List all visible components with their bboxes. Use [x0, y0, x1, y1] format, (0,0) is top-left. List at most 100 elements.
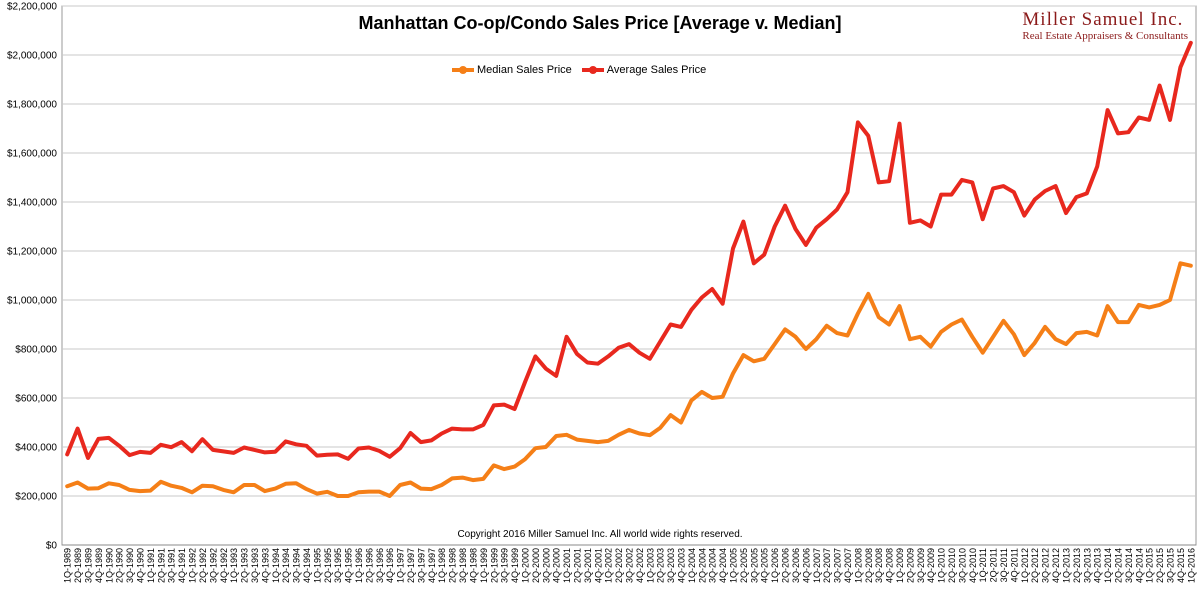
x-tick-label: 4Q-2013 [1093, 548, 1103, 583]
x-tick-label: 1Q-1992 [188, 548, 198, 583]
x-tick-label: 2Q-1993 [240, 548, 250, 583]
x-tick-label: 4Q-2004 [718, 548, 728, 583]
x-tick-label: 1Q-2015 [1145, 548, 1155, 583]
plot-frame [61, 5, 1197, 546]
x-tick-label: 1Q-1996 [354, 548, 364, 583]
x-tick-label: 3Q-1991 [167, 548, 177, 583]
x-tick-label: 4Q-1999 [510, 548, 520, 583]
y-tick-label: $200,000 [15, 492, 57, 503]
x-tick-label: 4Q-1998 [468, 548, 478, 583]
x-tick-label: 3Q-1994 [292, 548, 302, 583]
x-tick-label: 2Q-2004 [697, 548, 707, 583]
x-tick-label: 1Q-1997 [396, 548, 406, 583]
x-tick-label: 4Q-2002 [635, 548, 645, 583]
chart-title: Manhattan Co-op/Condo Sales Price [Avera… [358, 13, 842, 33]
x-tick-label: 4Q-1990 [136, 548, 146, 583]
x-tick-label: 3Q-2006 [791, 548, 801, 583]
x-tick-label: 1Q-1998 [437, 548, 447, 583]
x-tick-label: 2Q-2000 [531, 548, 541, 583]
x-tick-label: 1Q-1991 [146, 548, 156, 583]
x-tick-label: 2Q-2015 [1155, 548, 1165, 583]
x-tick-label: 4Q-1994 [302, 548, 312, 583]
y-tick-label: $0 [46, 541, 58, 552]
y-tick-label: $1,000,000 [7, 296, 57, 307]
y-axis-tick-labels: $0 $200,000 $400,000 $600,000 $800,000 $1,000… [7, 2, 57, 552]
x-tick-label: 2Q-2014 [1113, 548, 1123, 583]
y-tick-label: $1,200,000 [7, 247, 57, 258]
x-tick-label: 3Q-2009 [916, 548, 926, 583]
x-tick-label: 4Q-2010 [968, 548, 978, 583]
x-tick-label: 4Q-1995 [344, 548, 354, 583]
x-tick-label: 1Q-2000 [520, 548, 530, 583]
x-tick-label: 1Q-2005 [729, 548, 739, 583]
x-tick-label: 3Q-1990 [125, 548, 135, 583]
x-tick-label: 2Q-2007 [822, 548, 832, 583]
x-tick-label: 4Q-2014 [1134, 548, 1144, 583]
chart-legend: Median Sales Price Average Sales Price [452, 64, 716, 76]
x-tick-label: 2Q-1997 [406, 548, 416, 583]
x-tick-label: 2Q-2003 [656, 548, 666, 583]
x-tick-label: 3Q-1995 [333, 548, 343, 583]
grid-lines [61, 5, 1197, 546]
x-tick-label: 1Q-1993 [229, 548, 239, 583]
x-tick-label: 3Q-2010 [957, 548, 967, 583]
brand-subtitle: Real Estate Appraisers & Consultants [1022, 30, 1188, 42]
x-tick-label: 4Q-1996 [385, 548, 395, 583]
x-tick-label: 2Q-2008 [864, 548, 874, 583]
x-tick-label: 3Q-1999 [500, 548, 510, 583]
x-tick-label: 1Q-2010 [937, 548, 947, 583]
x-tick-label: 2Q-1991 [156, 548, 166, 583]
x-tick-label: 1Q-2001 [562, 548, 572, 583]
y-tick-label: $400,000 [15, 443, 57, 454]
legend-item-average: Average Sales Price [581, 64, 706, 76]
x-tick-label: 3Q-2007 [833, 548, 843, 583]
x-tick-label: 2Q-1995 [323, 548, 333, 583]
x-tick-label: 2Q-1992 [198, 548, 208, 583]
x-tick-label: 2Q-2005 [739, 548, 749, 583]
x-tick-label: 1Q-2014 [1103, 548, 1113, 583]
x-tick-label: 2Q-2001 [572, 548, 582, 583]
x-tick-label: 2Q-1999 [489, 548, 499, 583]
x-tick-label: 3Q-2011 [999, 548, 1009, 582]
x-tick-label: 1Q-2009 [895, 548, 905, 583]
x-tick-label: 1Q-1999 [479, 548, 489, 583]
x-tick-label: 4Q-2007 [843, 548, 853, 583]
x-tick-label: 3Q-2014 [1124, 548, 1134, 583]
x-tick-label: 2Q-1990 [115, 548, 125, 583]
x-tick-label: 4Q-1992 [219, 548, 229, 583]
copyright-notice: Copyright 2016 Miller Samuel Inc. All wo… [457, 529, 743, 540]
x-tick-label: 3Q-2003 [666, 548, 676, 583]
x-tick-label: 2Q-2012 [1030, 548, 1040, 583]
x-tick-label: 3Q-2001 [583, 548, 593, 583]
y-tick-label: $2,200,000 [7, 2, 57, 13]
x-tick-label: 3Q-1998 [458, 548, 468, 583]
x-tick-label: 3Q-1996 [375, 548, 385, 583]
legend-item-median: Median Sales Price [452, 64, 572, 76]
brand-logo: Miller Samuel Inc. Real Estate Appraiser… [1022, 9, 1188, 42]
x-tick-label: 2Q-1989 [73, 548, 83, 583]
x-tick-label: 1Q-2006 [770, 548, 780, 583]
x-tick-label: 3Q-2005 [749, 548, 759, 583]
x-tick-label: 2Q-1998 [448, 548, 458, 583]
x-tick-label: 1Q-1990 [104, 548, 114, 583]
x-tick-label: 1Q-1995 [312, 548, 322, 583]
x-tick-label: 3Q-2015 [1165, 548, 1175, 583]
x-tick-label: 1Q-2007 [812, 548, 822, 583]
x-tick-label: 4Q-2009 [926, 548, 936, 583]
x-tick-label: 1Q-2008 [853, 548, 863, 583]
x-tick-label: 3Q-1992 [208, 548, 218, 583]
x-tick-label: 3Q-1997 [416, 548, 426, 583]
x-tick-label: 1Q-2004 [687, 548, 697, 583]
x-tick-label: 2Q-1996 [364, 548, 374, 583]
x-tick-label: 4Q-1997 [427, 548, 437, 583]
y-tick-label: $1,600,000 [7, 149, 57, 160]
x-tick-label: 2Q-2011 [989, 548, 999, 582]
x-tick-label: 4Q-2006 [801, 548, 811, 583]
x-tick-label: 2Q-1994 [281, 548, 291, 583]
x-tick-label: 4Q-2001 [593, 548, 603, 583]
x-tick-label: 1Q-1989 [63, 548, 73, 583]
x-tick-label: 1Q-2013 [1061, 548, 1071, 583]
x-tick-label: 3Q-2013 [1082, 548, 1092, 583]
x-tick-label: 1Q-2012 [1020, 548, 1030, 583]
